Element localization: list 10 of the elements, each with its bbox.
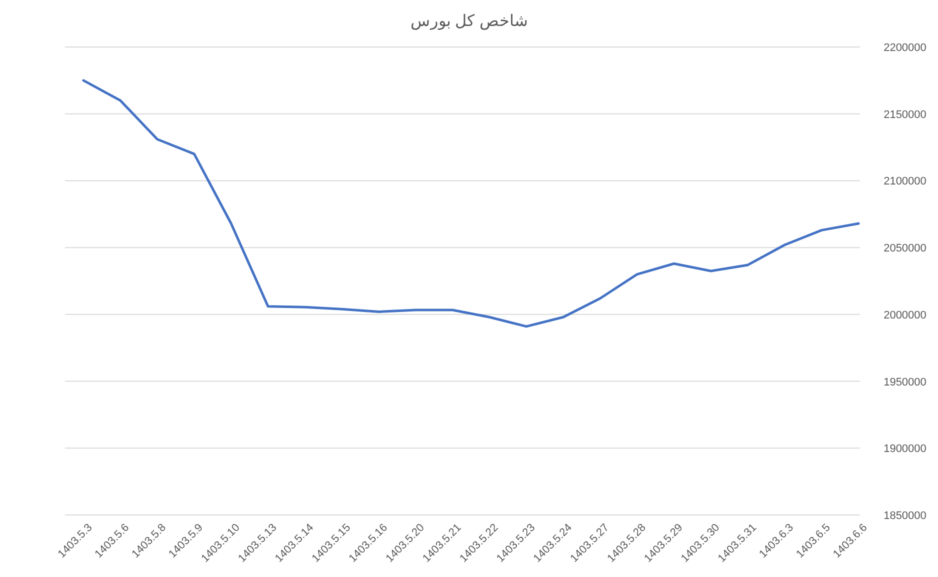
line-series bbox=[82, 79, 860, 328]
y-tick-label: 1950000 bbox=[884, 376, 926, 388]
chart-title: شاخص کل بورس bbox=[410, 13, 528, 30]
y-tick-label: 1850000 bbox=[884, 510, 926, 522]
y-tick-label: 2150000 bbox=[884, 108, 926, 121]
y-tick-label: 2200000 bbox=[884, 42, 926, 54]
y-tick-label: 2000000 bbox=[884, 309, 926, 322]
y-tick-label: 2050000 bbox=[884, 242, 926, 255]
y-tick-label: 1900000 bbox=[884, 443, 926, 456]
y-tick-label: 2100000 bbox=[884, 176, 926, 188]
